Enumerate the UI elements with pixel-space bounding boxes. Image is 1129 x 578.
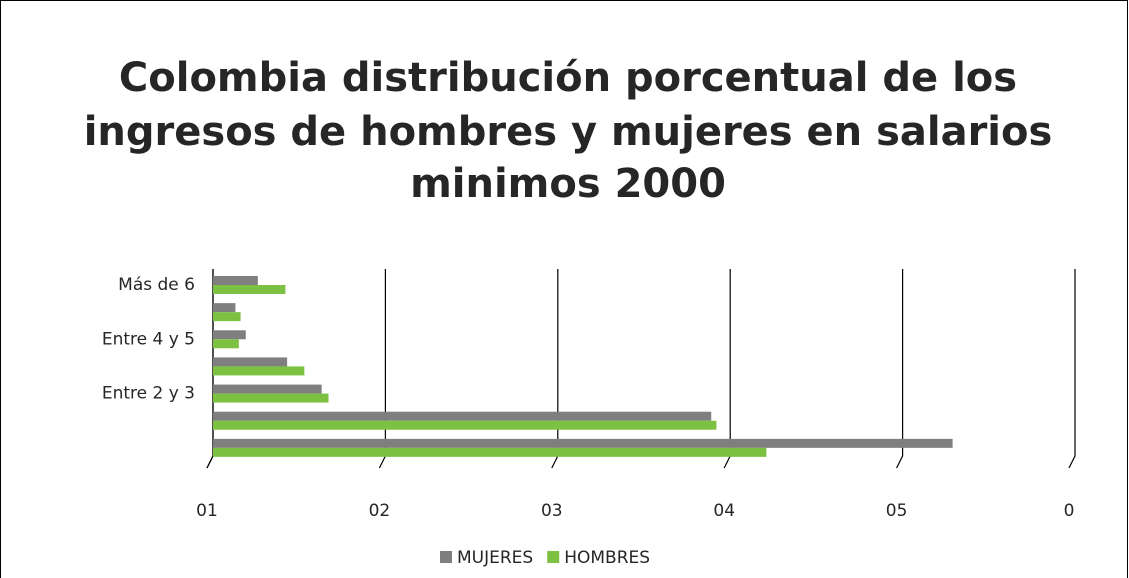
x-tick-label: 04 xyxy=(713,501,735,521)
bar xyxy=(213,366,305,376)
chart-title: Colombia distribución porcentual de los xyxy=(119,55,1017,101)
bar xyxy=(213,303,236,313)
bar xyxy=(213,447,767,457)
x-tick-label: 03 xyxy=(541,501,563,521)
y-tick-label: Entre 2 y 3 xyxy=(102,384,195,404)
bar xyxy=(213,276,258,285)
bar xyxy=(213,357,288,367)
bar xyxy=(213,420,717,430)
legend-swatch xyxy=(440,551,452,563)
bar xyxy=(213,411,712,421)
x-tick-label: 0 xyxy=(1064,501,1075,521)
chart-title: ingresos de hombres y mujeres en salario… xyxy=(84,109,1053,155)
grid-line xyxy=(896,269,904,469)
legend-swatch xyxy=(547,551,560,563)
x-tick-label: 05 xyxy=(886,501,908,521)
legend-label: HOMBRES xyxy=(564,548,650,568)
bar xyxy=(213,330,246,340)
bar xyxy=(213,438,953,448)
y-tick-label: Entre 4 y 5 xyxy=(102,329,195,349)
bar xyxy=(213,312,241,322)
bar xyxy=(213,285,286,294)
x-tick-label: 02 xyxy=(369,501,391,521)
legend-label: MUJERES xyxy=(457,548,533,568)
y-tick-label: Más de 6 xyxy=(118,275,195,295)
grid-line xyxy=(1068,269,1076,469)
bar xyxy=(213,384,322,394)
chart-title: minimos 2000 xyxy=(410,161,726,207)
x-tick-label: 01 xyxy=(196,501,218,521)
bar xyxy=(213,393,329,403)
bar xyxy=(213,339,239,349)
